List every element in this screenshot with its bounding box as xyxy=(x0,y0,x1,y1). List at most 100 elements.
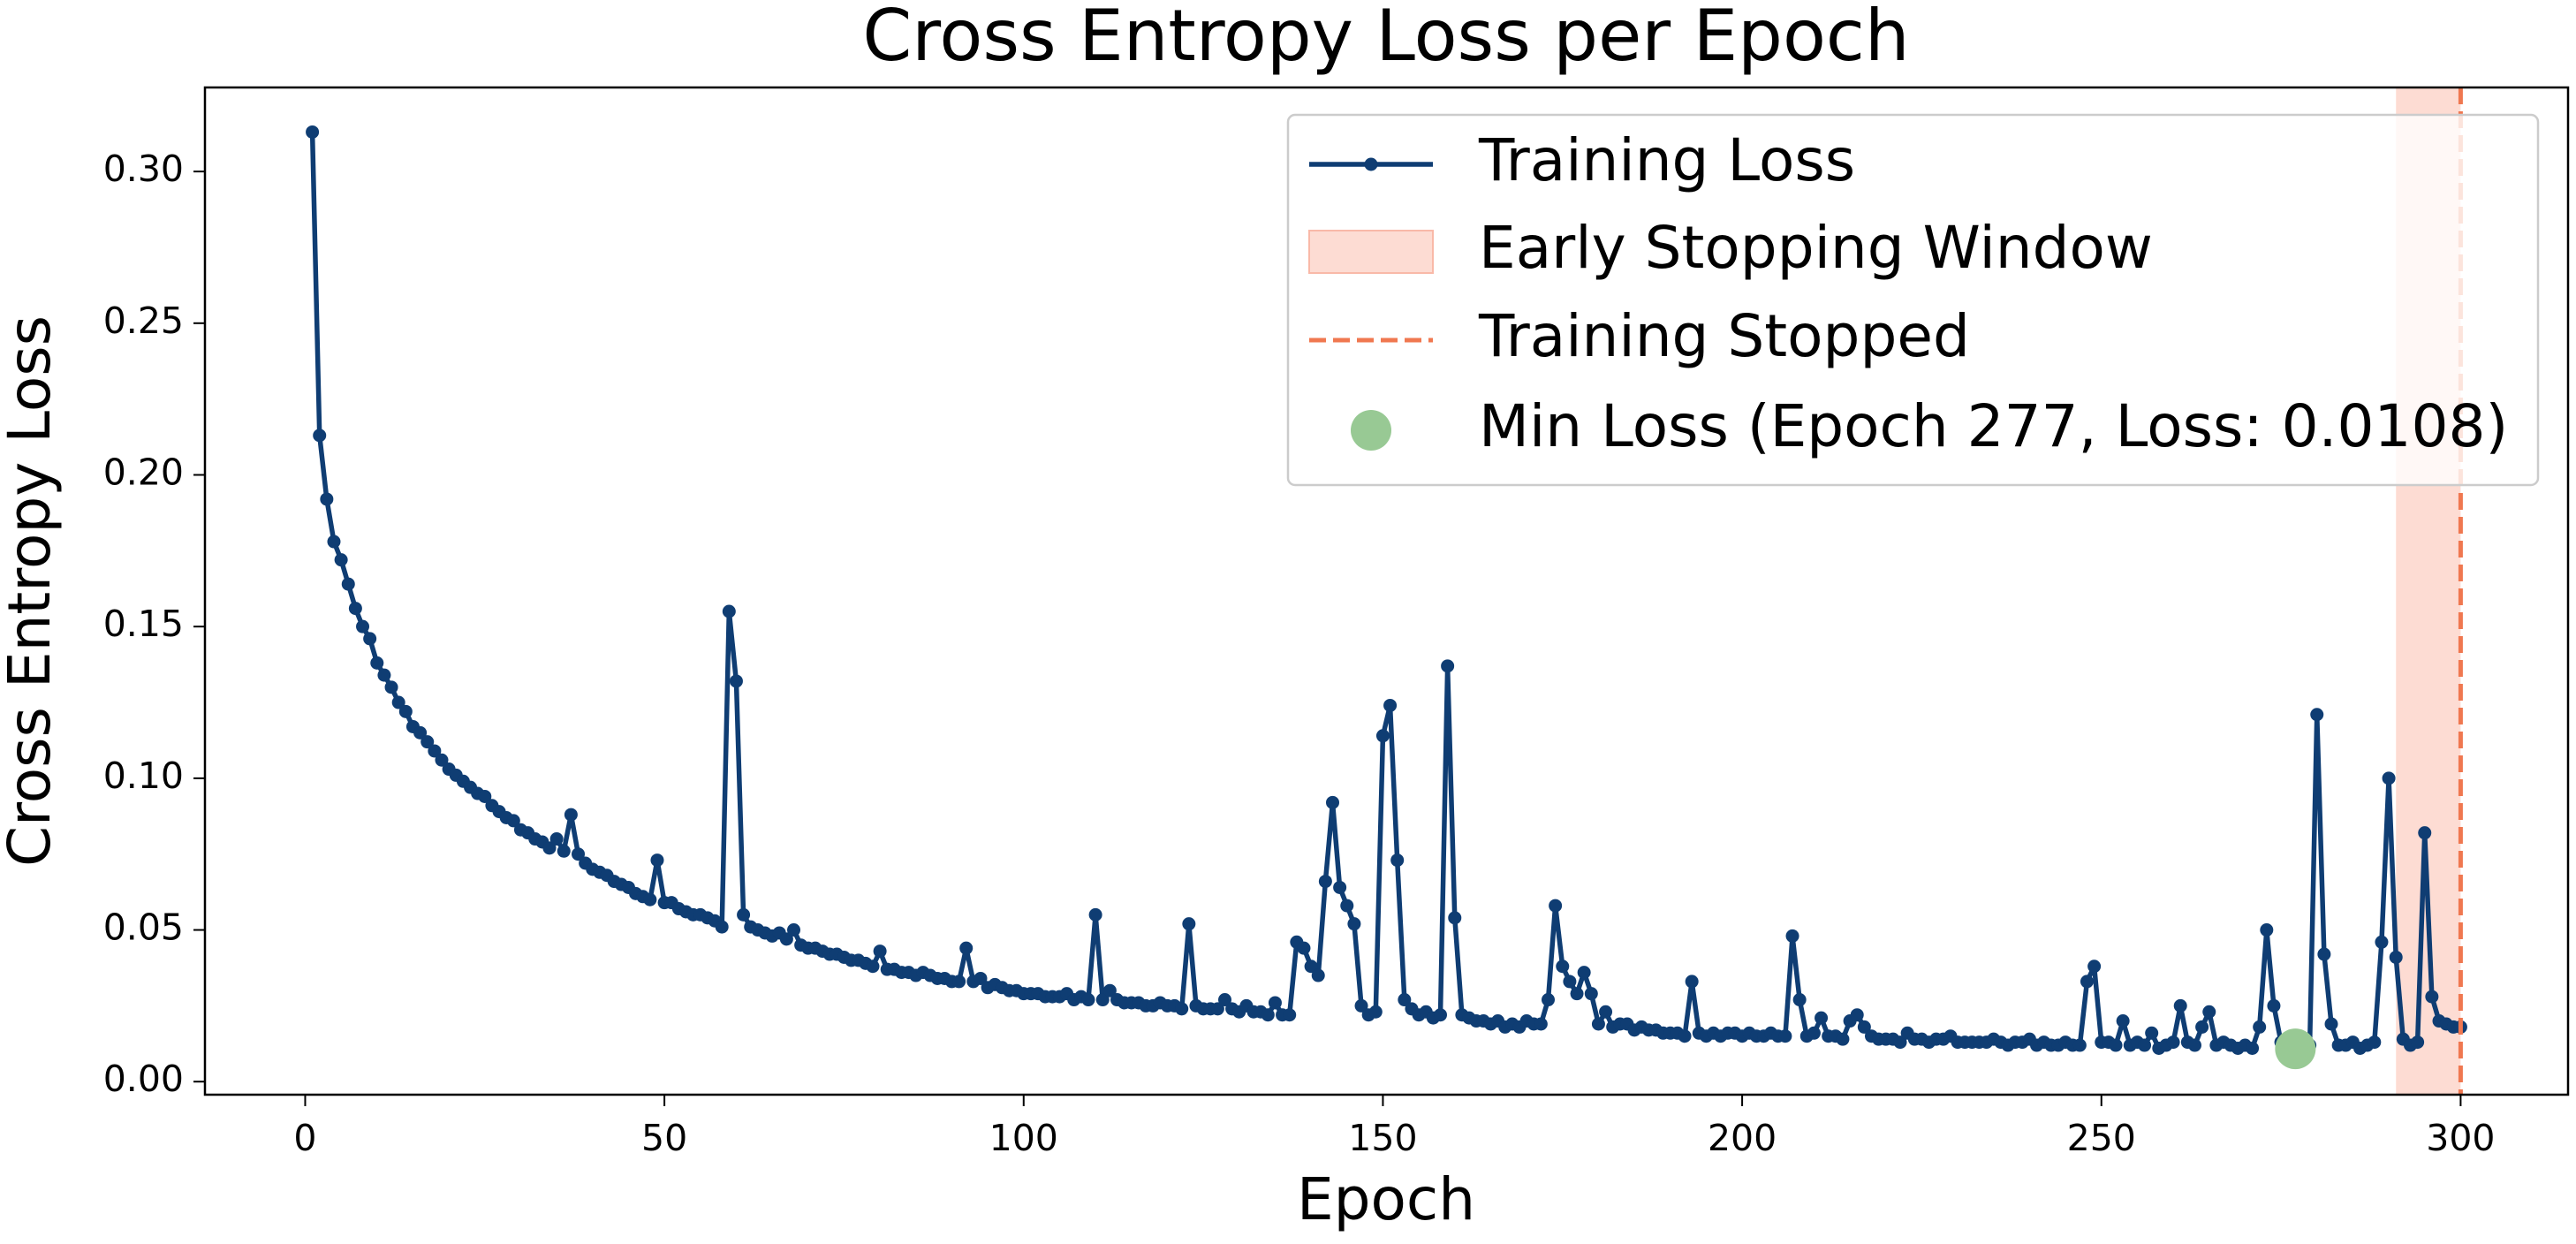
x-axis-label: Epoch xyxy=(1297,1165,1475,1233)
loss-marker xyxy=(1368,1005,1383,1019)
loss-marker xyxy=(413,725,428,740)
loss-marker xyxy=(1347,917,1361,931)
loss-marker xyxy=(2116,1014,2130,1028)
loss-marker xyxy=(1304,960,1318,974)
loss-marker xyxy=(1218,993,1232,1007)
loss-marker xyxy=(2411,1035,2425,1050)
loss-marker xyxy=(2389,950,2403,964)
loss-marker xyxy=(1326,795,1340,809)
loss-marker xyxy=(1375,729,1390,743)
legend-marker xyxy=(1364,157,1378,171)
loss-marker xyxy=(1591,1017,1605,1031)
loss-marker xyxy=(2187,1038,2201,1052)
loss-marker xyxy=(1792,993,1807,1007)
loss-marker xyxy=(363,632,377,646)
loss-marker xyxy=(1088,907,1102,922)
loss-marker xyxy=(1563,975,1577,989)
x-tick-label: 50 xyxy=(641,1117,687,1159)
loss-marker xyxy=(2382,771,2396,785)
loss-marker xyxy=(327,535,341,549)
loss-marker xyxy=(306,125,320,139)
loss-marker xyxy=(1785,929,1799,943)
loss-marker xyxy=(1095,993,1110,1007)
loss-marker xyxy=(428,744,442,758)
loss-marker xyxy=(1778,1029,1792,1043)
loss-marker xyxy=(1584,987,1598,1001)
loss-marker xyxy=(1398,993,1412,1007)
loss-marker xyxy=(787,923,801,937)
loss-marker xyxy=(2145,1026,2159,1040)
loss-marker xyxy=(2375,935,2389,949)
loss-marker xyxy=(549,832,564,846)
loss-marker xyxy=(1534,1017,1548,1031)
y-tick-label: 0.00 xyxy=(103,1058,184,1100)
min-marker xyxy=(2275,1028,2316,1070)
loss-marker xyxy=(2087,960,2102,974)
loss-marker xyxy=(1318,875,1332,889)
loss-marker xyxy=(2195,1020,2209,1034)
loss-marker xyxy=(435,753,449,767)
loss-marker xyxy=(1807,1026,1821,1040)
y-tick-label: 0.20 xyxy=(103,451,184,493)
loss-marker xyxy=(320,492,334,506)
loss-marker xyxy=(2173,998,2187,1013)
loss-marker xyxy=(1815,1011,1829,1025)
loss-marker xyxy=(1311,968,1325,982)
loss-marker xyxy=(2368,1035,2382,1050)
loss-marker xyxy=(1850,1008,1864,1022)
loss-marker xyxy=(420,735,435,749)
loss-marker xyxy=(1836,1032,1850,1046)
loss-marker xyxy=(391,695,405,709)
x-tick-label: 100 xyxy=(989,1117,1058,1159)
loss-marker xyxy=(506,814,520,828)
legend-label: Training Stopped xyxy=(1478,302,1970,370)
loss-marker xyxy=(1268,996,1282,1010)
y-tick-label: 0.30 xyxy=(103,148,184,190)
loss-marker xyxy=(1893,1035,1907,1050)
loss-marker xyxy=(2166,1035,2180,1050)
loss-marker xyxy=(2080,975,2094,989)
loss-marker xyxy=(398,704,413,718)
loss-marker xyxy=(2202,1005,2216,1019)
loss-marker xyxy=(715,920,729,934)
y-tick-label: 0.15 xyxy=(103,603,184,645)
loss-marker xyxy=(2072,1038,2087,1052)
loss-marker xyxy=(356,619,370,633)
loss-marker xyxy=(643,892,657,906)
loss-marker xyxy=(1433,1008,1447,1022)
loss-marker xyxy=(478,789,492,803)
loss-marker xyxy=(729,674,743,688)
loss-marker xyxy=(2253,1020,2267,1034)
loss-marker xyxy=(873,944,887,959)
loss-marker xyxy=(370,656,384,670)
y-axis-label: Cross Entropy Loss xyxy=(0,315,64,867)
loss-marker xyxy=(1261,1008,1275,1022)
loss-marker xyxy=(1182,917,1196,931)
loss-marker xyxy=(1283,1008,1297,1022)
loss-marker xyxy=(650,853,664,868)
loss-marker xyxy=(2310,708,2324,722)
loss-marker xyxy=(542,841,557,855)
loss-marker xyxy=(2267,998,2281,1013)
legend-label: Early Stopping Window xyxy=(1479,214,2153,282)
plot-frame xyxy=(203,86,2570,1096)
loss-marker xyxy=(557,844,571,858)
loss-marker xyxy=(1685,975,1699,989)
loss-marker xyxy=(1556,960,1570,974)
loss-marker xyxy=(952,975,966,989)
loss-marker xyxy=(1441,659,1455,673)
loss-marker xyxy=(1448,911,1462,925)
loss-marker xyxy=(2109,1038,2123,1052)
y-tick-label: 0.05 xyxy=(103,906,184,949)
loss-marker xyxy=(866,960,880,974)
loss-marker xyxy=(2317,947,2331,961)
x-tick-label: 250 xyxy=(2067,1117,2136,1159)
loss-marker xyxy=(779,932,793,946)
loss-marker xyxy=(377,668,391,682)
loss-marker xyxy=(564,808,578,822)
loss-marker xyxy=(1390,853,1405,868)
loss-marker xyxy=(1340,899,1354,913)
legend-box xyxy=(1286,113,2540,487)
loss-marker xyxy=(334,553,348,567)
